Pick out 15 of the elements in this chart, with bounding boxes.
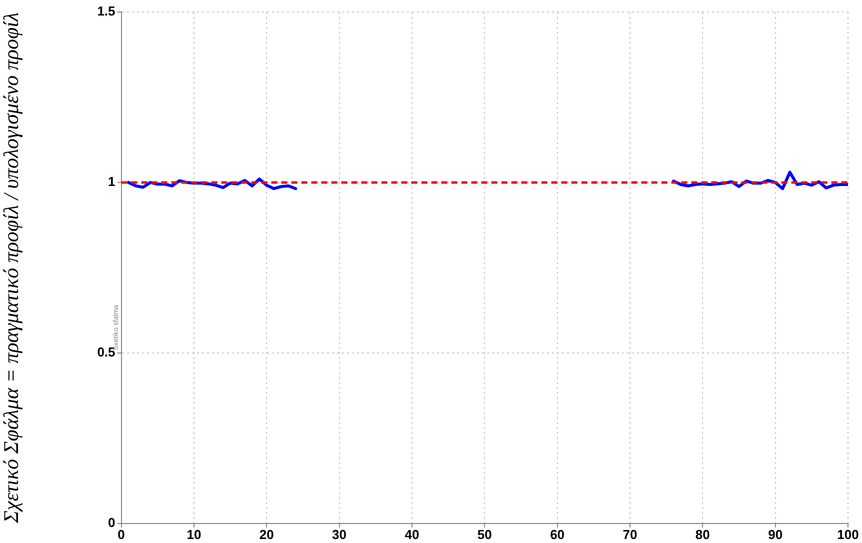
x-tick-label: 70	[622, 526, 638, 542]
x-tick-label: 30	[332, 526, 347, 542]
x-tick-label: 60	[550, 526, 565, 542]
y-tick-label: 1	[108, 174, 116, 190]
x-tick-label: 0	[118, 526, 125, 542]
x-tick-label: 80	[695, 526, 710, 542]
x-tick-label: 20	[259, 526, 274, 542]
x-tick-label: 90	[768, 526, 783, 542]
y-tick-label: 0	[108, 514, 116, 530]
y-axis-title: Σχετικό Σφάλμα = πραγματικό προφίλ / υπολογισμένο προφίλ	[0, 12, 24, 524]
x-tick-label: 10	[186, 526, 202, 542]
x-tick-label: 100	[837, 526, 859, 542]
x-tick-label: 40	[404, 526, 420, 542]
y-tick-label: 1.5	[97, 4, 116, 19]
x-tick-label: 50	[477, 526, 492, 542]
